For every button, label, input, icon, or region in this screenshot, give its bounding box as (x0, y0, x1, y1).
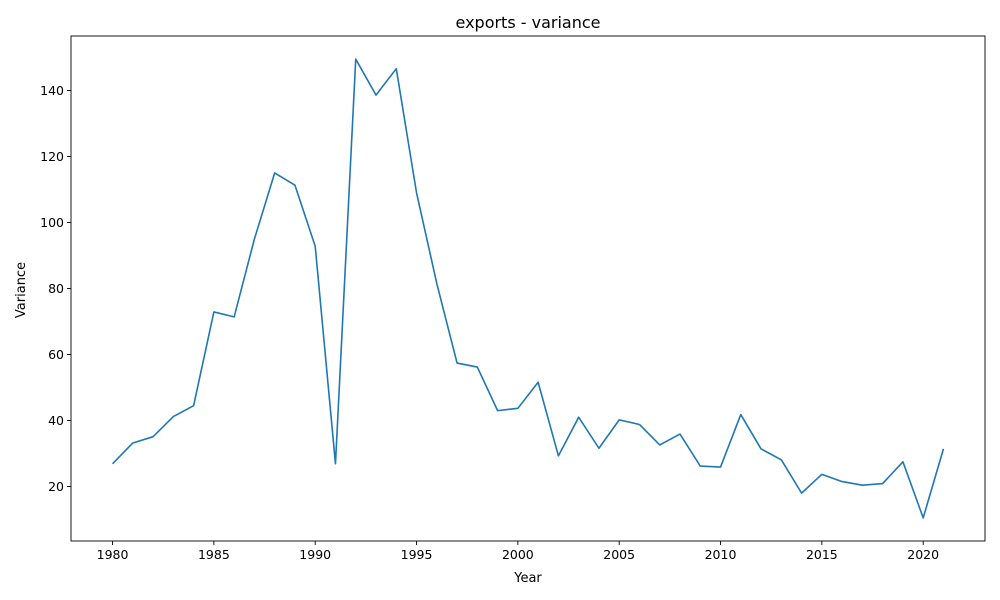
y-axis-ticks: 20 40 60 80 100 120 140 (40, 83, 71, 494)
y-tick-label: 100 (40, 215, 64, 230)
plot-area (70, 35, 986, 542)
y-tick-label: 80 (48, 281, 64, 296)
x-tick-label: 2000 (502, 547, 534, 562)
y-tick-label: 40 (48, 413, 64, 428)
y-tick-label: 140 (40, 83, 64, 98)
y-tick-label: 20 (48, 479, 64, 494)
x-tick-label: 2010 (705, 547, 737, 562)
y-axis-label: Variance (14, 262, 29, 318)
y-tick-label: 120 (40, 149, 64, 164)
x-tick-label: 1995 (401, 547, 433, 562)
x-tick-label: 2005 (603, 547, 635, 562)
x-tick-label: 1990 (299, 547, 331, 562)
x-axis-label: Year (513, 571, 542, 586)
x-tick-label: 1985 (198, 547, 230, 562)
y-tick-label: 60 (48, 347, 64, 362)
chart-title: exports - variance (456, 13, 601, 32)
x-tick-label: 1980 (97, 547, 129, 562)
series-line (111, 58, 945, 519)
x-tick-label: 2020 (907, 547, 939, 562)
x-axis-ticks: 1980 1985 1990 1995 2000 2005 2010 2015 2020 (97, 541, 939, 562)
x-tick-label: 2015 (806, 547, 838, 562)
axes-frame (70, 35, 986, 542)
